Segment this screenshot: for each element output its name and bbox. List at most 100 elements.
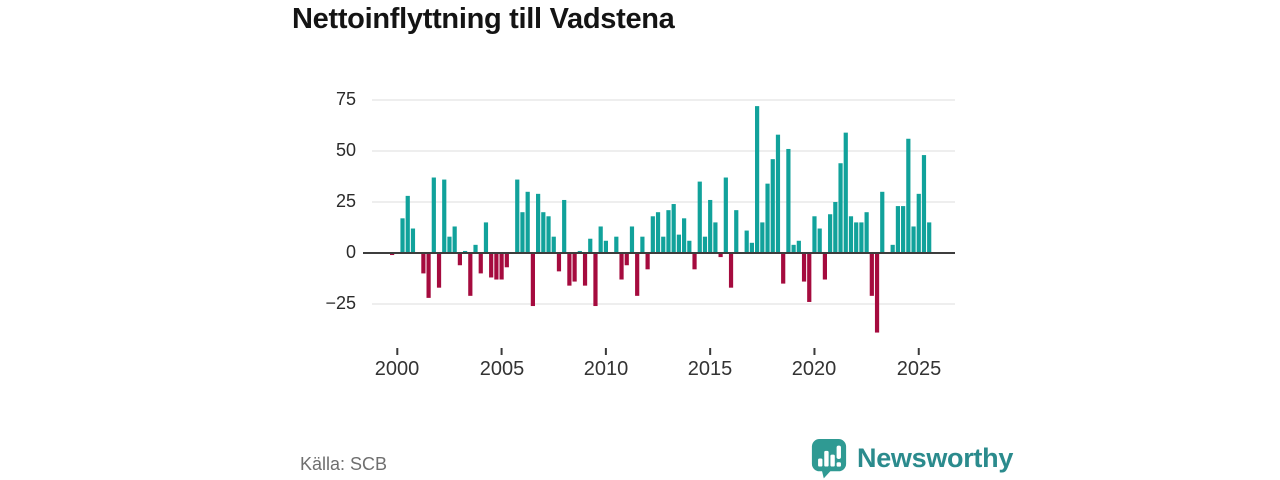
source-label: Källa: SCB	[300, 454, 388, 474]
x-axis-tick-label: 2000	[374, 358, 420, 380]
bar-2024-Q3	[906, 138, 911, 253]
bar-2015-Q3	[718, 253, 723, 258]
y-axis-tick-label: 0	[345, 242, 356, 262]
bar-2002-Q3	[447, 236, 452, 253]
bar-2000-Q3	[405, 195, 410, 253]
newsworthy-bar-chart-bubble-icon	[811, 439, 847, 479]
bar-2001-Q2	[421, 253, 426, 274]
bar-2023-Q2	[880, 191, 885, 253]
bar-2007-Q1	[541, 212, 546, 253]
bar-2003-Q1	[457, 253, 462, 266]
bar-2011-Q4	[640, 236, 645, 253]
bar-2018-Q4	[786, 148, 791, 253]
bar-2009-Q4	[598, 226, 603, 253]
bar-2012-Q1	[645, 253, 650, 270]
bar-2004-Q2	[483, 222, 489, 253]
bar-2004-Q4	[494, 253, 499, 280]
bar-2014-Q1	[687, 240, 692, 253]
bar-2001-Q3	[426, 253, 431, 298]
bar-2015-Q4	[723, 177, 728, 253]
bar-2023-Q1	[874, 253, 880, 333]
bar-2015-Q1	[708, 199, 713, 253]
bar-2025-Q1	[916, 193, 921, 253]
bar-2003-Q4	[473, 244, 478, 253]
bar-2022-Q3	[864, 212, 869, 253]
bar-2021-Q1	[833, 202, 838, 253]
bar-2014-Q2	[692, 253, 697, 270]
y-axis-tick-label: 25	[335, 191, 356, 211]
bar-2018-Q1	[770, 159, 775, 253]
bar-2013-Q2	[671, 204, 676, 253]
bar-2008-Q1	[562, 199, 567, 253]
bar-2018-Q3	[781, 253, 786, 284]
bar-2000-Q4	[410, 228, 416, 253]
bar-2013-Q3	[676, 234, 681, 253]
bar-2022-Q2	[859, 222, 864, 253]
bar-2013-Q1	[666, 210, 671, 253]
bar-2007-Q4	[556, 253, 562, 272]
bar-2009-Q1	[582, 253, 588, 286]
bar-2021-Q3	[843, 132, 848, 253]
bar-2021-Q2	[838, 163, 843, 253]
bar-2019-Q4	[807, 253, 812, 302]
bar-2006-Q1	[520, 212, 525, 253]
bar-2022-Q1	[854, 222, 859, 253]
bar-2021-Q4	[848, 216, 854, 253]
bar-2020-Q2	[817, 228, 822, 253]
bar-2019-Q1	[791, 244, 796, 253]
bar-2012-Q4	[661, 236, 666, 253]
bar-2011-Q1	[624, 253, 629, 266]
bar-2020-Q4	[828, 214, 833, 253]
bar-2024-Q1	[895, 206, 901, 253]
bar-2005-Q1	[499, 253, 504, 280]
bar-2016-Q4	[744, 230, 749, 253]
x-axis-tick-label: 2015	[687, 358, 733, 380]
bar-2010-Q4	[619, 253, 624, 280]
bar-2004-Q1	[478, 253, 483, 274]
bar-2008-Q4	[577, 250, 582, 253]
y-axis-tick-label: 50	[335, 140, 356, 160]
bar-2003-Q3	[468, 253, 473, 296]
bar-2025-Q2	[921, 155, 927, 253]
bar-2008-Q2	[567, 253, 572, 286]
newsworthy-logo: Newsworthy	[810, 437, 1013, 479]
bar-2001-Q4	[431, 177, 436, 253]
bar-2017-Q1	[749, 242, 754, 253]
x-axis-tick-label: 2025	[896, 358, 942, 380]
bar-2020-Q1	[812, 216, 817, 253]
bar-2013-Q4	[682, 218, 687, 253]
bar-2024-Q4	[911, 226, 916, 253]
bar-2022-Q4	[869, 253, 874, 296]
bar-2002-Q4	[452, 226, 457, 253]
bar-2010-Q1	[603, 240, 608, 253]
newsworthy-logo-text: Newsworthy	[857, 443, 1014, 473]
bar-2003-Q2	[463, 250, 468, 253]
bar-1999-Q4	[390, 253, 395, 256]
bar-2002-Q1	[436, 253, 442, 288]
bar-2009-Q2	[588, 238, 593, 253]
bar-2023-Q4	[890, 244, 895, 253]
bar-2005-Q2	[504, 253, 509, 268]
chart-title: Nettoinflyttning till Vadstena	[292, 3, 675, 35]
bar-2014-Q4	[702, 236, 708, 253]
bar-2007-Q2	[546, 216, 551, 253]
bar-2011-Q2	[629, 226, 635, 253]
bar-2014-Q3	[697, 181, 702, 253]
x-axis-tick-label: 2005	[479, 358, 525, 380]
bar-2006-Q4	[536, 193, 541, 253]
x-axis-tick-label: 2010	[583, 358, 629, 380]
bar-2015-Q2	[713, 222, 718, 253]
bar-2005-Q4	[515, 179, 520, 253]
bar-2012-Q2	[650, 216, 655, 253]
bar-2012-Q3	[655, 212, 661, 253]
bar-2011-Q3	[635, 253, 640, 296]
x-axis-tick-label: 2020	[791, 358, 837, 380]
bar-2017-Q2	[755, 106, 760, 254]
bar-2016-Q1	[728, 253, 734, 288]
bar-2004-Q3	[489, 253, 494, 278]
bar-2008-Q3	[572, 253, 577, 282]
bar-2019-Q2	[796, 240, 801, 253]
bar-2025-Q3	[927, 222, 932, 253]
